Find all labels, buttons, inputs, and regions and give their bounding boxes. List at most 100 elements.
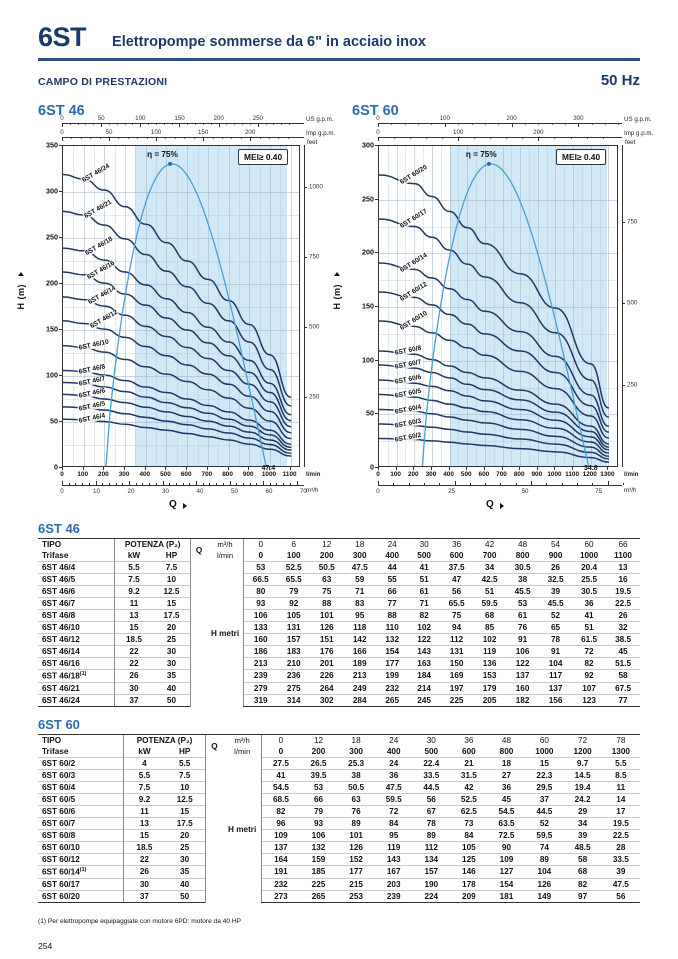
row-kw: 22 [114, 657, 153, 670]
flow-m3h-3: 18 [343, 538, 377, 550]
flow-m3h-4: 24 [376, 538, 409, 550]
h-value: 131 [440, 645, 474, 658]
footnote: (1) Per elettropompe equipaggiate con mo… [38, 918, 242, 925]
pump-curve [379, 174, 610, 409]
flow-lmin-5: 500 [417, 551, 431, 560]
gridline-v-minor [564, 146, 566, 466]
gridline-v [145, 146, 147, 466]
h-value: 150 [440, 657, 474, 670]
row-hp: 5.5 [164, 757, 206, 770]
gridline-h [379, 360, 617, 362]
table-row: 6ST 46/6 9.2 12.5 80 79 75 71 66 61 56 51 45.5 39 30.… [38, 585, 640, 598]
x-tick [144, 467, 146, 470]
gridline-h-minor [63, 353, 299, 354]
h-value: 181 [487, 889, 526, 903]
h-value: 83 [343, 597, 377, 610]
flow-lmin-2: 300 [349, 747, 363, 756]
h-value: 137 [539, 681, 573, 695]
h-value: 72 [374, 805, 413, 818]
row-hp: 7.5 [152, 561, 191, 574]
table1-title: 6ST 46 [38, 521, 80, 536]
pump-curve [63, 271, 292, 422]
h-value: 53 [506, 597, 540, 610]
imp-gpm-axis-unit-0: Imp g.p.m. [306, 130, 336, 137]
row-tipo: 6ST 46/21 [38, 681, 115, 695]
m3h-tick [531, 481, 532, 485]
imp-gpm-minor-tick [146, 137, 148, 139]
flow-lmin-4: 400 [385, 551, 400, 560]
imp-gpm-minor-tick [394, 137, 396, 139]
gridline-v [125, 146, 127, 466]
m3h-tick-label: 75 [595, 488, 603, 495]
h-value: 91 [506, 633, 540, 646]
us-gpm-tick-label: 0 [60, 115, 64, 122]
h-value: 31.5 [450, 769, 488, 782]
feet-tick [304, 326, 307, 328]
gridline-v [608, 146, 610, 466]
h-value: 52 [525, 817, 564, 830]
duty-band [135, 146, 287, 466]
chart-plot-area-1 [378, 145, 618, 467]
imp-gpm-minor-tick [165, 137, 167, 139]
mei-badge-1: MEI≥ 0.40 [556, 149, 607, 165]
h-value: 44.5 [412, 781, 451, 794]
h-value: 36 [572, 597, 607, 610]
h-value: 34 [563, 817, 602, 830]
us-gpm-axis-unit-1: US g.p.m. [624, 116, 652, 123]
row-kw: 30 [123, 877, 165, 891]
us-gpm-minor-tick [108, 123, 110, 125]
row-hp: 25 [152, 633, 191, 646]
m3h-tick-label: 50 [521, 488, 529, 495]
pump-curve [63, 247, 292, 416]
row-hp: 15 [164, 805, 206, 818]
us-gpm-minor-tick [124, 123, 126, 125]
h-value: 45.5 [506, 585, 540, 598]
y-tick [59, 375, 62, 376]
y-tick [375, 359, 378, 361]
h-value: 132 [299, 841, 338, 854]
row-hp: 17.5 [152, 609, 191, 622]
col-unit-m3h: m³/h [223, 734, 262, 746]
col-tipo: TIPO [38, 538, 115, 550]
us-gpm-minor-tick [148, 123, 150, 125]
gridline-v [290, 146, 292, 466]
h-value: 65.5 [440, 597, 474, 610]
m3h-tick [122, 483, 124, 485]
h-value: 59 [343, 573, 377, 586]
h-value: 156 [539, 693, 573, 707]
h-metri-unit: H metri [228, 825, 257, 835]
h-value: 39 [601, 865, 640, 879]
imp-gpm-minor-tick [506, 137, 508, 139]
m3h-tick-label: 60 [265, 488, 273, 495]
h-value: 19.5 [601, 817, 640, 830]
h-value: 184 [408, 669, 441, 683]
m3h-tick [149, 483, 151, 485]
page-header: 6ST Elettropompe sommerse da 6" in accia… [38, 22, 640, 53]
gridline-v [520, 146, 522, 466]
h-value: 50.5 [310, 561, 344, 574]
row-tipo: 6ST 46/12 [38, 633, 115, 646]
m3h-tick-label: 25 [448, 488, 455, 495]
h-metri-label [204, 757, 224, 903]
pump-curve [63, 369, 292, 445]
imp-gpm-tick-label: 0 [60, 129, 64, 136]
gridline-v [467, 146, 469, 466]
gridline-v-minor [197, 146, 199, 466]
h-value: 112 [440, 633, 474, 646]
h-value: 152 [337, 853, 375, 866]
row-kw: 15 [123, 829, 165, 842]
flow-m3h-3: 24 [374, 734, 413, 746]
y-tick [375, 198, 378, 200]
imp-gpm-minor-tick [221, 137, 223, 139]
x-tick [519, 467, 521, 470]
row-kw: 22 [123, 853, 165, 866]
flow-lmin-1: 200 [311, 747, 326, 756]
header-divider [38, 58, 640, 61]
m3h-tick [175, 483, 177, 485]
y-tick [375, 413, 378, 415]
col-unit-m3h: m³/h [206, 538, 244, 550]
pump-curve [379, 364, 610, 448]
gridline-h [379, 253, 617, 255]
m3h-tick [393, 483, 395, 485]
